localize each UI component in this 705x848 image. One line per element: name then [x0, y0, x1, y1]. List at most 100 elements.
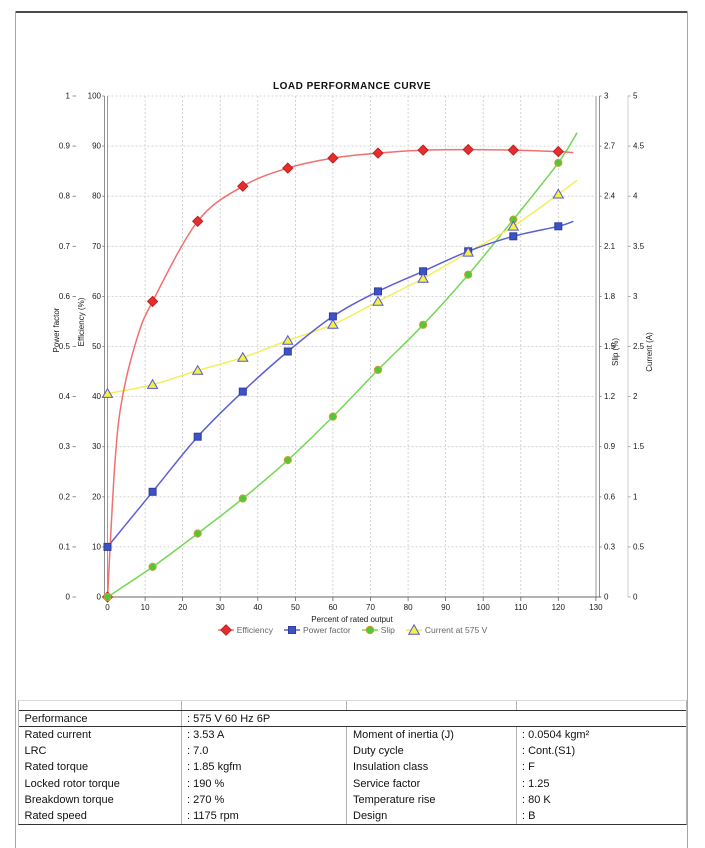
slip-marker: [103, 592, 112, 602]
pf-tick-label: 0.7: [59, 242, 71, 251]
triangle-legend-icon: [405, 624, 422, 635]
power-factor-marker: [554, 222, 563, 231]
page-top-border: [15, 11, 688, 13]
eff-tick-label: 10: [92, 542, 101, 551]
pf-tick-label: 0.6: [59, 292, 71, 301]
pf-tick-label: 0.3: [59, 442, 71, 451]
spec-row: Rated torque: 1.85 kgfm Insulation class:…: [19, 759, 686, 776]
slip-axis-title: Slip (%): [611, 338, 620, 366]
current-tick-label: 3: [633, 292, 638, 301]
x-tick-label: 20: [178, 603, 187, 612]
power-factor-marker: [509, 232, 518, 241]
spec-label: Locked rotor torque: [19, 775, 182, 792]
slip-tick-label: 0.9: [604, 442, 616, 451]
pf-tick-label: 0.8: [59, 192, 71, 201]
power-factor-marker: [148, 487, 157, 496]
spec-value: : B: [522, 810, 536, 823]
slip-tick-label: 3: [604, 92, 609, 101]
spec-row: Rated current: 3.53 A Moment of inertia (…: [19, 727, 686, 744]
efficiency-marker: [372, 147, 384, 159]
efficiency-curve: [106, 148, 574, 598]
spec-row: Locked rotor torque: 190 % Service factor…: [19, 775, 686, 792]
current-at-575-v-marker: [281, 334, 294, 345]
power-factor-marker: [193, 432, 202, 441]
legend-label: Current at 575 V: [424, 625, 488, 635]
current-tick-label: 0.5: [633, 542, 645, 551]
spec-label: Service factor: [347, 775, 517, 792]
spec-value: : 1.25: [522, 777, 550, 790]
spec-value: : 270 %: [182, 791, 347, 808]
page-left-border: [15, 11, 16, 848]
power-factor-curve: [106, 220, 574, 548]
eff-tick-label: 60: [92, 292, 101, 301]
efficiency-marker: [146, 295, 159, 308]
page-right-border: [687, 11, 688, 848]
x-tick-label: 80: [404, 603, 413, 612]
x-tick-label: 70: [366, 603, 375, 612]
current-at-575-v-marker: [327, 318, 339, 329]
efficiency-marker: [507, 144, 520, 156]
spec-value: : 80 K: [522, 793, 551, 806]
eff-tick-label: 90: [92, 142, 101, 151]
slip-marker: [373, 365, 383, 374]
pf-tick-label: 0.5: [59, 342, 71, 351]
performance-label: Performance: [19, 711, 182, 726]
power-factor-marker: [374, 287, 382, 296]
chart-title: LOAD PERFORMANCE CURVE: [273, 81, 431, 92]
slip-marker: [419, 320, 428, 329]
current-tick-label: 5: [633, 92, 638, 101]
slip-tick-label: 2.4: [604, 192, 616, 201]
efficiency-marker: [417, 144, 429, 156]
current-at-575-v-marker: [462, 246, 475, 257]
spec-value: : 190 %: [182, 775, 347, 792]
slip-tick-label: 0.6: [604, 492, 616, 501]
x-tick-label: 0: [105, 603, 110, 612]
square-legend-icon: [283, 626, 300, 634]
spec-label: Temperature rise: [347, 791, 517, 808]
power-factor-marker: [103, 542, 112, 551]
spec-value: : 7.0: [182, 743, 347, 760]
efficiency-marker: [237, 180, 249, 192]
current-tick-label: 1.5: [633, 442, 645, 451]
x-tick-label: 110: [514, 603, 527, 612]
spec-value: : 0.0504 kgm²: [522, 729, 590, 742]
spec-label: Moment of inertia (J): [347, 727, 517, 744]
efficiency-marker: [462, 143, 474, 156]
legend-item-efficiency: Efficiency: [217, 624, 273, 636]
legend-label: Slip: [380, 625, 395, 635]
spec-row: Rated speed: 1175 rpm Design: B: [19, 807, 686, 825]
slip-tick-label: 1.5: [604, 342, 616, 351]
legend-label: Power factor: [302, 625, 351, 635]
x-tick-label: 10: [141, 603, 150, 612]
load-performance-chart: 0 10 20 30 40 50 60 70 80 90 100 110 120 13000.10.20.…: [52, 81, 654, 624]
spec-label: Rated torque: [19, 759, 182, 776]
power-factor-marker: [283, 347, 292, 356]
eff-tick-label: 50: [92, 342, 101, 351]
eff-tick-label: 40: [92, 392, 101, 401]
current-tick-label: 2: [633, 392, 638, 401]
pf-tick-label: 0.4: [59, 392, 71, 401]
x-tick-label: 30: [216, 603, 225, 612]
slip-tick-label: 1.8: [604, 292, 616, 301]
spec-value: : 3.53 A: [182, 727, 347, 744]
spec-value: : 1175 rpm: [182, 807, 347, 825]
eff-tick-label: 100: [88, 92, 102, 101]
legend-item-slip: Slip: [361, 624, 395, 636]
slip-tick-label: 2.1: [604, 242, 616, 251]
spec-value: : 1.85 kgfm: [182, 759, 347, 776]
slip-curve: [107, 132, 578, 598]
x-axis-title: Percent of rated output: [311, 615, 393, 624]
circle-legend-icon: [361, 625, 378, 635]
pf-tick-label: 0.2: [59, 492, 71, 501]
legend-item-power-factor: Power factor: [283, 624, 351, 636]
current-tick-label: 3.5: [633, 242, 645, 251]
current-at-575-v-marker: [552, 188, 565, 199]
eff-tick-label: 70: [92, 242, 101, 251]
slip-tick-label: 0: [604, 593, 609, 602]
slip-marker: [464, 270, 473, 279]
spec-label: Rated speed: [19, 807, 182, 825]
power-factor-marker: [238, 387, 247, 396]
current-at-575-v-marker: [417, 272, 429, 283]
spec-row: Breakdown torque: 270 % Temperature rise:…: [19, 791, 686, 808]
eff-tick-label: 20: [92, 492, 101, 501]
